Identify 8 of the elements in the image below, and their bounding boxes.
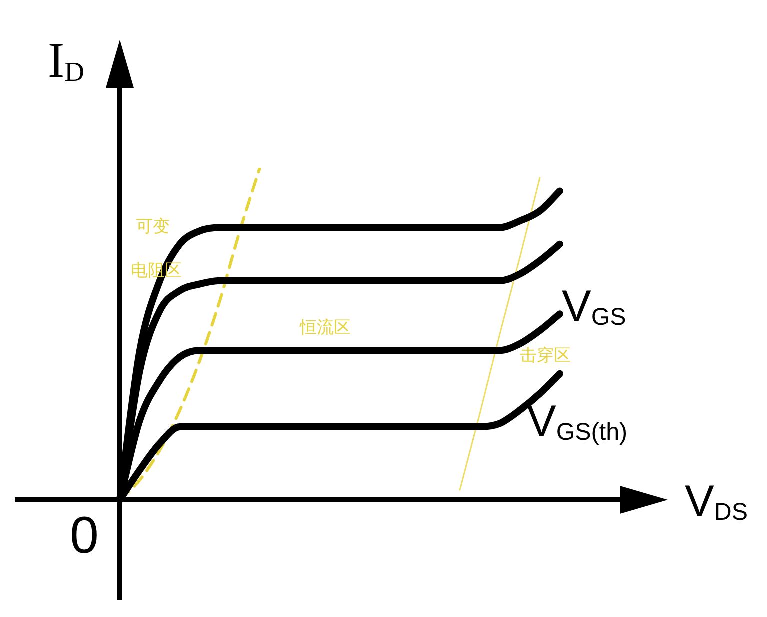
annotation: 击穿区: [520, 345, 571, 367]
y-axis-title: I$_{D}$: [48, 32, 85, 88]
annotation: V$_{GS(th)}$: [527, 397, 628, 446]
annotation: 恒流区: [300, 317, 351, 339]
annotation: V$_{GS}$: [562, 282, 626, 331]
text: 0: [70, 507, 99, 565]
x-axis-title: V$_{DS}$: [685, 477, 748, 526]
annotation: 可变: [136, 216, 170, 238]
